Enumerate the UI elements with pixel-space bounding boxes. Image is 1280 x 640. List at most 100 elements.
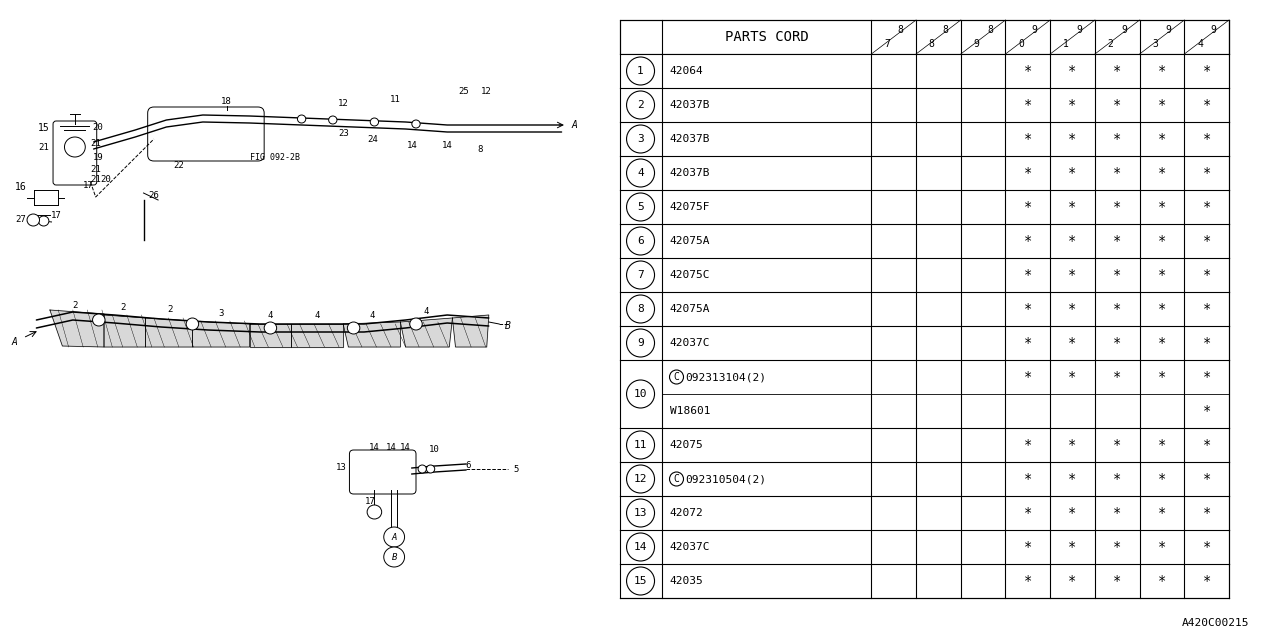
Text: *: * [1158, 200, 1166, 214]
Text: 20: 20 [92, 124, 104, 132]
Polygon shape [401, 318, 452, 347]
Circle shape [347, 322, 360, 334]
Text: *: * [1024, 438, 1032, 452]
Text: 4: 4 [1197, 40, 1203, 49]
Bar [620, 326, 1229, 360]
Circle shape [186, 318, 198, 330]
Text: *: * [1069, 506, 1076, 520]
Circle shape [626, 329, 654, 357]
Circle shape [626, 57, 654, 85]
Circle shape [297, 115, 306, 123]
Text: *: * [1114, 574, 1121, 588]
Text: 12: 12 [481, 88, 492, 97]
Text: *: * [1024, 506, 1032, 520]
Text: 4: 4 [637, 168, 644, 178]
Text: *: * [1202, 200, 1211, 214]
Text: *: * [1114, 268, 1121, 282]
Bar [620, 190, 1229, 224]
Circle shape [626, 193, 654, 221]
Text: *: * [1202, 438, 1211, 452]
Text: 14: 14 [401, 442, 411, 451]
Text: *: * [1114, 166, 1121, 180]
Text: *: * [1202, 472, 1211, 486]
Text: 3: 3 [637, 134, 644, 144]
Text: 42075C: 42075C [669, 270, 710, 280]
Text: 14: 14 [385, 442, 397, 451]
Text: *: * [1158, 370, 1166, 384]
Bar [620, 462, 1229, 496]
Text: *: * [1202, 64, 1211, 78]
Bar [620, 428, 1229, 462]
Text: *: * [1069, 64, 1076, 78]
Text: 7: 7 [884, 40, 890, 49]
Text: 19: 19 [92, 152, 104, 161]
Bar [620, 224, 1229, 258]
Polygon shape [104, 315, 146, 347]
Text: *: * [1024, 370, 1032, 384]
Text: 17: 17 [365, 497, 375, 506]
Text: 2: 2 [1107, 40, 1114, 49]
Text: 12: 12 [338, 99, 348, 109]
Text: 9: 9 [1076, 24, 1082, 35]
Text: FIG 092-2B: FIG 092-2B [250, 154, 300, 163]
Text: *: * [1024, 540, 1032, 554]
Text: *: * [1069, 302, 1076, 316]
Text: *: * [1114, 540, 1121, 554]
Text: 42075A: 42075A [669, 236, 710, 246]
Bar [620, 122, 1229, 156]
Text: *: * [1024, 472, 1032, 486]
Text: *: * [1024, 98, 1032, 112]
Text: W18601: W18601 [669, 406, 710, 416]
Text: 9: 9 [1166, 24, 1171, 35]
Polygon shape [192, 321, 250, 347]
Text: 3: 3 [219, 310, 224, 319]
Circle shape [329, 116, 337, 124]
Text: *: * [1069, 472, 1076, 486]
Text: *: * [1069, 166, 1076, 180]
Text: *: * [1202, 302, 1211, 316]
Text: 17: 17 [51, 211, 61, 220]
Text: *: * [1024, 234, 1032, 248]
FancyBboxPatch shape [52, 121, 97, 185]
Circle shape [626, 567, 654, 595]
Text: 10: 10 [634, 389, 648, 399]
Text: *: * [1114, 64, 1121, 78]
Text: *: * [1158, 132, 1166, 146]
Text: *: * [1069, 438, 1076, 452]
FancyBboxPatch shape [147, 107, 264, 161]
Text: 9: 9 [1032, 24, 1038, 35]
Text: 8: 8 [942, 24, 948, 35]
Text: A: A [571, 120, 577, 130]
Circle shape [92, 314, 105, 326]
Text: *: * [1069, 370, 1076, 384]
Text: *: * [1158, 472, 1166, 486]
Text: *: * [1024, 302, 1032, 316]
Text: *: * [1158, 234, 1166, 248]
Text: 5: 5 [637, 202, 644, 212]
Text: 15: 15 [634, 576, 648, 586]
Text: 42075: 42075 [669, 440, 703, 450]
Text: *: * [1202, 132, 1211, 146]
Text: *: * [1158, 302, 1166, 316]
Text: *: * [1069, 574, 1076, 588]
Text: *: * [1202, 574, 1211, 588]
Text: A420C00215: A420C00215 [1181, 618, 1249, 628]
Polygon shape [50, 310, 104, 347]
Text: 22: 22 [174, 161, 184, 170]
Circle shape [669, 370, 684, 384]
Text: *: * [1158, 98, 1166, 112]
Text: 8: 8 [929, 40, 934, 49]
Bar [620, 530, 1229, 564]
Text: PARTS CORD: PARTS CORD [724, 30, 808, 44]
Text: *: * [1158, 506, 1166, 520]
Text: *: * [1114, 438, 1121, 452]
Text: A: A [12, 337, 18, 347]
Text: 42075F: 42075F [669, 202, 710, 212]
Circle shape [626, 295, 654, 323]
Text: 8: 8 [477, 145, 483, 154]
Circle shape [626, 533, 654, 561]
Text: 5: 5 [513, 465, 518, 474]
Text: 092310504(2): 092310504(2) [686, 474, 767, 484]
Text: 11: 11 [390, 95, 401, 104]
Text: *: * [1202, 98, 1211, 112]
